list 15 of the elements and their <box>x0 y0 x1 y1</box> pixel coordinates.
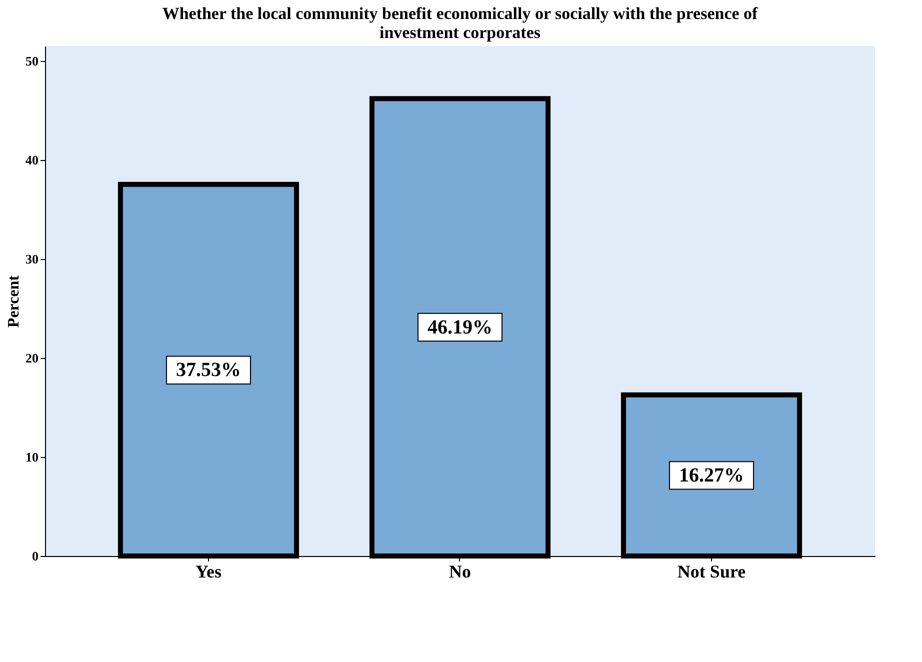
y-tick-label: 10 <box>26 449 38 464</box>
x-tick-label: Not Sure <box>677 562 746 582</box>
x-tick-label: No <box>449 562 471 582</box>
y-axis-title: Percent <box>6 274 22 328</box>
y-tick-label: 50 <box>26 53 38 68</box>
y-tick-label: 20 <box>26 350 38 366</box>
text: Whether the local community benefit economically or socially with the presence of <box>162 4 758 23</box>
data-label: 46.19% <box>428 316 492 338</box>
text: investment corporates <box>380 23 540 42</box>
data-label: 37.53% <box>176 359 241 382</box>
x-tick-label: Yes <box>195 562 222 582</box>
y-tick-label: 30 <box>26 251 38 266</box>
y-tick-label: 0 <box>32 548 38 564</box>
data-label: 16.27% <box>679 464 744 486</box>
y-tick-label: 40 <box>26 152 38 168</box>
